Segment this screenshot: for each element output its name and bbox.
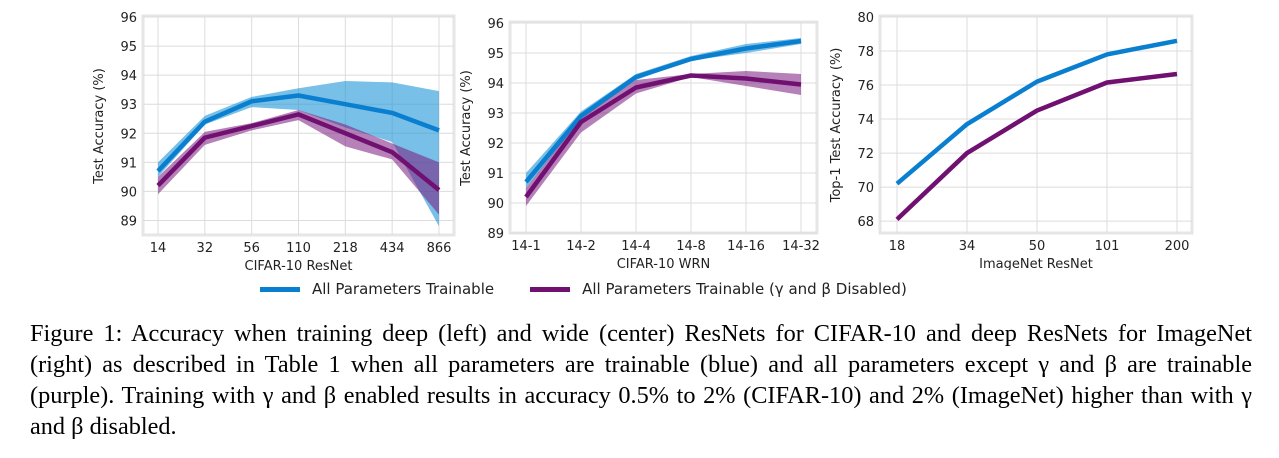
- y-tick-label: 91: [120, 156, 137, 171]
- y-tick-label: 94: [487, 77, 504, 92]
- y-tick-label: 96: [120, 11, 137, 26]
- legend-label: All Parameters Trainable (γ and β Disabl…: [582, 280, 907, 298]
- x-tick-label: 50: [1029, 239, 1046, 254]
- y-tick-label: 92: [120, 127, 137, 142]
- y-axis-label: Top-1 Test Accuracy (%): [829, 48, 844, 204]
- x-axis-label: CIFAR-10 ResNet: [245, 259, 353, 270]
- x-axis-label: CIFAR-10 WRN: [617, 257, 711, 270]
- y-tick-label: 94: [120, 69, 137, 84]
- y-tick-label: 74: [857, 113, 874, 128]
- figure-caption: Figure 1: Accuracy when training deep (l…: [30, 320, 1252, 440]
- y-tick-label: 90: [487, 197, 504, 212]
- y-tick-label: 90: [120, 185, 137, 200]
- y-tick-label: 72: [857, 147, 874, 162]
- legend-item-blue: All Parameters Trainable: [260, 280, 494, 298]
- x-tick-label: 14-8: [676, 239, 706, 254]
- legend-swatch-blue: [260, 286, 300, 292]
- y-tick-label: 70: [857, 181, 874, 196]
- x-tick-label: 110: [286, 241, 311, 256]
- chart-3: 68 70 72 74 76 78 80 18 34 50 101 200 ImageNet ResNe…: [829, 11, 1194, 270]
- y-tick-label: 76: [857, 79, 874, 94]
- y-tick-label: 95: [487, 47, 504, 62]
- x-tick-label: 14-2: [566, 239, 596, 254]
- plot-area: [878, 14, 1194, 235]
- x-tick-label: 200: [1165, 239, 1190, 254]
- plot-area: [508, 20, 819, 235]
- y-tick-label: 80: [857, 11, 874, 26]
- confidence-band-purple: [158, 110, 439, 215]
- y-tick-label: 96: [487, 17, 504, 32]
- y-tick-label: 91: [487, 167, 504, 182]
- legend-swatch-purple: [530, 286, 571, 292]
- y-axis-label: Test Accuracy (%): [459, 70, 474, 187]
- legend: All Parameters Trainable All Parameters …: [260, 280, 907, 298]
- y-tick-label: 93: [487, 107, 504, 122]
- y-tick-label: 89: [487, 227, 504, 242]
- figure-charts: 89 90 91 92 93 94 95 96 14 32 56 110 218 434 866 CIFAR-…: [92, 11, 1194, 270]
- x-tick-label: 14-4: [621, 239, 651, 254]
- x-tick-label: 101: [1095, 239, 1120, 254]
- y-tick-label: 89: [120, 214, 137, 229]
- x-tick-label: 34: [959, 239, 976, 254]
- x-tick-label: 18: [889, 239, 906, 254]
- confidence-band-blue: [158, 80, 439, 227]
- x-tick-label: 434: [380, 241, 405, 256]
- series-line-purple: [524, 73, 802, 199]
- y-axis-label: Test Accuracy (%): [92, 68, 107, 185]
- chart-2: 89 90 91 92 93 94 95 96 14-1 14-2 14-4 14-8 14-16 14-…: [459, 17, 820, 270]
- legend-label: All Parameters Trainable: [312, 280, 495, 298]
- x-tick-label: 14-16: [727, 239, 765, 254]
- x-tick-label: 866: [427, 241, 452, 256]
- x-tick-label: 218: [333, 241, 358, 256]
- y-tick-label: 68: [857, 215, 874, 230]
- x-axis-label: ImageNet ResNet: [979, 257, 1093, 270]
- x-tick-label: 14-32: [782, 239, 820, 254]
- x-tick-label: 56: [243, 241, 260, 256]
- x-tick-label: 32: [197, 241, 214, 256]
- x-tick-label: 14: [150, 241, 167, 256]
- chart-1: 89 90 91 92 93 94 95 96 14 32 56 110 218 434 866 CIFAR-…: [92, 11, 456, 270]
- y-tick-label: 95: [120, 40, 137, 55]
- confidence-band-purple: [526, 71, 801, 206]
- y-tick-label: 92: [487, 137, 504, 152]
- legend-item-purple: All Parameters Trainable (γ and β Disabl…: [530, 280, 907, 298]
- y-tick-label: 78: [857, 45, 874, 60]
- series-line-blue: [524, 38, 802, 184]
- x-tick-label: 14-1: [511, 239, 541, 254]
- y-tick-label: 93: [120, 98, 137, 113]
